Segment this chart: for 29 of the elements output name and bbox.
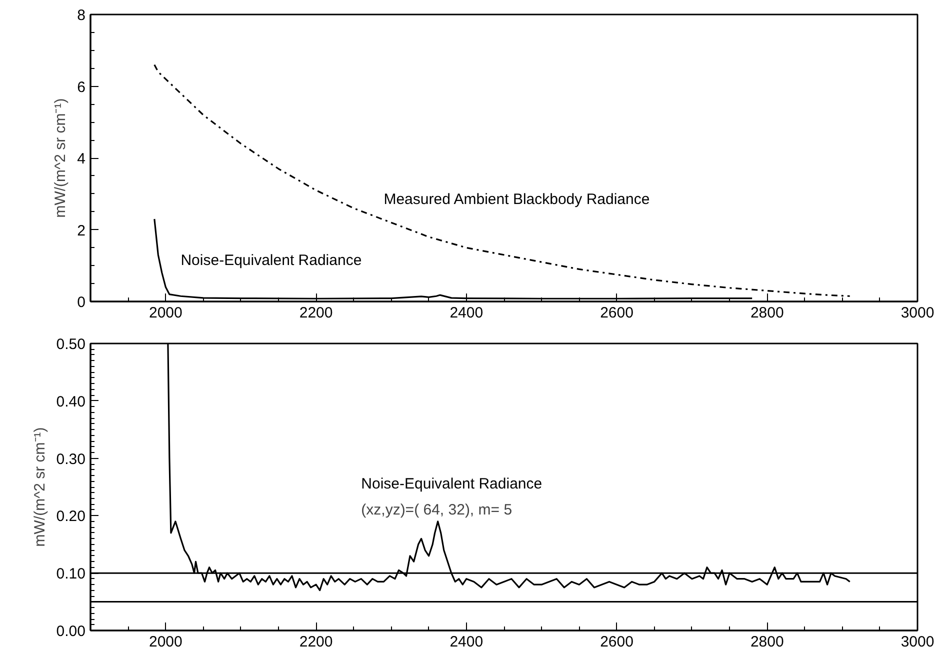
series-label: Measured Ambient Blackbody Radiance [384, 191, 650, 208]
y-tick-label: 6 [77, 78, 86, 96]
x-tick-label: 2600 [600, 634, 634, 650]
y-tick-label: 0.40 [56, 393, 86, 410]
x-tick-label: 2800 [750, 304, 784, 322]
y-tick-label: 4 [77, 150, 86, 168]
y-axis-title: mW/(m^2 sr cm⁻¹) [52, 98, 70, 218]
x-tick-label: 2600 [600, 304, 634, 322]
y-tick-label: 0.30 [56, 450, 86, 468]
x-tick-label: 3000 [900, 304, 934, 322]
x-tick-label: 2800 [750, 634, 784, 650]
x-tick-label: 3000 [900, 634, 934, 650]
x-tick-label: 2400 [450, 634, 484, 650]
annotation: (xz,yz)=( 64, 32), m= 5 [361, 502, 512, 519]
y-tick-label: 8 [77, 7, 86, 24]
x-tick-label: 2400 [450, 304, 484, 322]
y-tick-label: 0.00 [56, 623, 86, 640]
y-tick-label: 0 [77, 294, 86, 311]
x-tick-label: 2000 [148, 634, 182, 650]
x-tick-label: 2000 [148, 304, 182, 322]
y-tick-label: 0.10 [56, 566, 86, 583]
series-label: Noise-Equivalent Radiance [180, 252, 362, 270]
y-tick-label: 0.20 [56, 508, 86, 526]
x-tick-label: 2200 [299, 634, 333, 650]
y-axis-title: mW/(m^2 sr cm⁻¹) [31, 427, 48, 547]
y-tick-label: 2 [77, 222, 86, 240]
y-tick-label: 0.50 [56, 336, 86, 353]
x-tick-label: 2200 [299, 304, 333, 322]
text: Noise-Equivalent Radiance [361, 476, 542, 493]
